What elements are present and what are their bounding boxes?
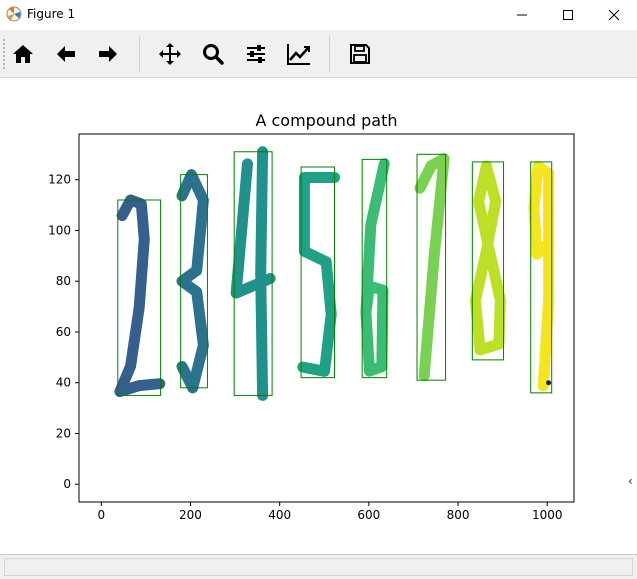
y-tick-label: 0 [63,477,71,491]
arrow-left-icon [57,46,75,62]
arrow-right-icon [99,46,117,62]
digit-box-8 [471,161,505,361]
status-message [4,558,633,576]
digit-box-3 [180,174,208,389]
navigation-toolbar [0,30,637,78]
forward-button[interactable] [92,38,124,70]
marker-point [546,380,552,386]
save-button[interactable] [344,38,376,70]
zoom-button[interactable] [197,38,229,70]
home-button[interactable] [7,38,39,70]
move-icon [159,43,181,65]
toolbar-separator [329,36,330,72]
digit-stroke-5 [297,172,340,377]
maximize-icon [563,10,573,20]
digit-box-4 [233,151,273,396]
digit-stroke-9 [528,161,555,392]
scroll-left-icon: ‹ [628,474,633,488]
matplotlib-logo-icon [6,6,22,22]
toolbar-grip[interactable] [2,38,6,70]
plot-svg[interactable]: A compound path 0 200 400 600 800 1000 0 20 40 60 8… [0,78,637,554]
close-button[interactable] [591,0,637,30]
zoom-icon [203,44,224,65]
window-title: Figure 1 [27,7,76,21]
x-tick-label: 200 [179,508,202,522]
digit-box-7 [416,153,447,381]
y-tick-label: 80 [56,274,71,288]
customize-button[interactable] [283,38,315,70]
y-tick-label: 40 [56,376,71,390]
figure-canvas[interactable]: A compound path 0 200 400 600 800 1000 0 20 40 60 8… [0,78,637,554]
close-icon [608,9,620,21]
x-tick-label: 800 [447,508,470,522]
maximize-button[interactable] [545,0,591,30]
toolbar-separator [139,36,140,72]
back-button[interactable] [50,38,82,70]
sliders-icon [247,45,265,63]
pan-button[interactable] [154,38,186,70]
status-bar [0,554,637,579]
digit-stroke-4 [230,146,276,401]
x-tick-label: 400 [268,508,291,522]
y-tick-label: 60 [56,325,71,339]
chart-title: A compound path [255,111,397,130]
x-tick-label: 1000 [532,508,563,522]
digit-box-9 [530,161,553,394]
y-tick-label: 20 [56,426,71,440]
digit-stroke-6 [360,158,390,377]
digit-stroke-2 [114,194,166,397]
digit-box-5 [300,166,336,379]
digit-stroke-8 [469,160,506,356]
axes-frame [78,133,575,503]
home-icon [13,45,33,63]
x-tick-label: 0 [97,508,105,522]
minimize-button[interactable] [499,0,545,30]
window-titlebar: Figure 1 [0,0,637,30]
chart-line-icon [287,44,310,65]
y-tick-label: 100 [48,223,71,237]
subplots-button[interactable] [240,38,272,70]
digit-box-2 [117,199,162,396]
y-tick-label: 120 [48,173,71,187]
x-tick-label: 600 [357,508,380,522]
save-icon [350,44,370,64]
minimize-icon [517,14,527,16]
digit-stroke-3 [176,169,209,394]
digit-stroke-7 [414,153,450,382]
digit-box-6 [361,158,388,379]
